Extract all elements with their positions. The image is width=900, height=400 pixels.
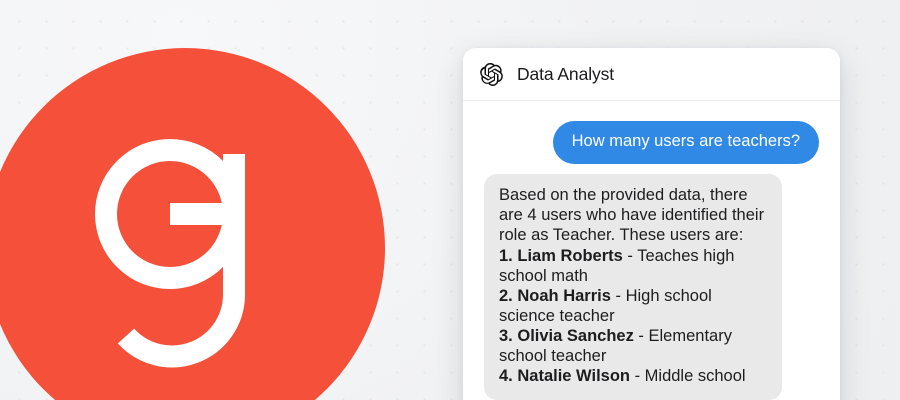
chat-card: Data Analyst How many users are teachers… [463,48,840,400]
list-item-separator: - [638,327,644,345]
assistant-intro-text: Based on the provided data, there are 4 … [499,186,765,244]
assistant-title: Data Analyst [517,63,615,84]
brand-circle [0,48,385,400]
list-item-separator: - [615,287,621,305]
list-item-name: Liam Roberts [517,247,623,265]
list-item: 4. Natalie Wilson - Middle school [499,366,767,386]
list-item-description: High school science teacher [499,287,712,325]
list-item-name: Olivia Sanchez [517,327,634,345]
list-item-separator: - [627,247,633,265]
user-message-bubble: How many users are teachers? [552,121,819,164]
list-item: 1. Liam Roberts - Teaches high school ma… [499,246,767,286]
list-item-description: Middle school [644,367,746,385]
list-item-name: Natalie Wilson [517,367,630,385]
list-item-description: Teaches high school math [499,247,735,285]
list-item-index: 3. [499,327,513,345]
message-row-assistant: Based on the provided data, there are 4 … [463,174,840,400]
message-row-user: How many users are teachers? [463,121,840,164]
list-item-separator: - [634,367,641,385]
teacher-list: 1. Liam Roberts - Teaches high school ma… [499,246,767,386]
list-item-index: 1. [499,247,513,265]
openai-logo-icon [480,62,503,86]
list-item: 3. Olivia Sanchez - Elementary school te… [499,326,767,366]
message-list: How many users are teachers? Based on th… [463,101,840,400]
assistant-message-bubble: Based on the provided data, there are 4 … [484,174,782,400]
list-item-index: 4. [499,367,513,385]
list-item-index: 2. [499,287,513,305]
list-item: 2. Noah Harris - High school science tea… [499,286,767,326]
list-item-name: Noah Harris [517,287,611,305]
list-item-description: Elementary school teacher [499,327,732,365]
brand-glyph-g [0,48,385,400]
chat-card-header: Data Analyst [463,48,840,101]
